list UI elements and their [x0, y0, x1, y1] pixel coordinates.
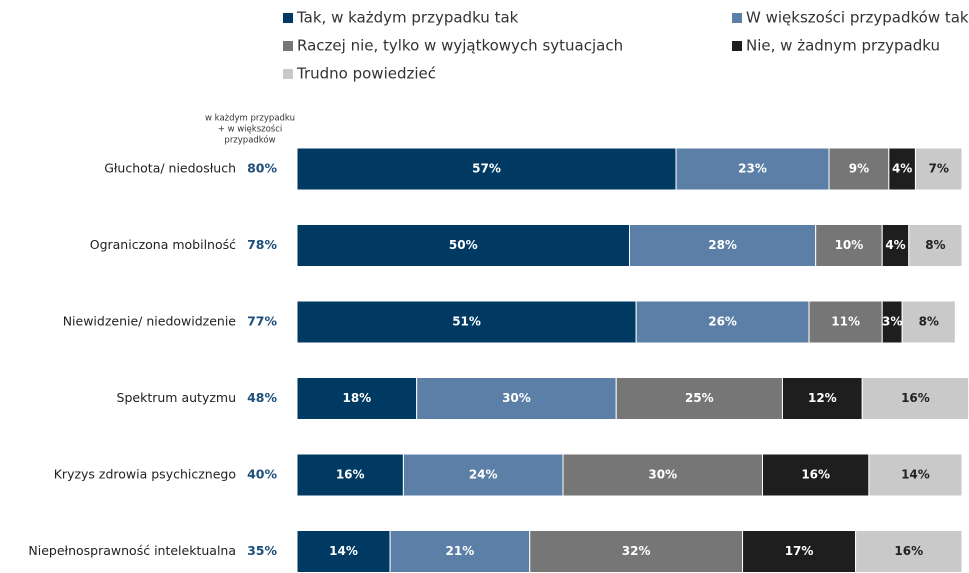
value-label: 4%	[885, 238, 905, 252]
legend-swatch	[283, 13, 293, 23]
value-label: 10%	[835, 238, 864, 252]
value-label: 24%	[469, 468, 498, 482]
legend-label: W większości przypadków tak	[746, 9, 969, 27]
bar-segment	[808, 300, 883, 344]
totals-header: przypadków	[224, 135, 275, 146]
bar-segment	[861, 377, 969, 420]
value-label: 11%	[831, 315, 860, 329]
value-label: 18%	[342, 391, 371, 405]
bar-segment	[781, 377, 863, 420]
value-label: 8%	[925, 238, 945, 252]
category-label: Spektrum autyzmu	[117, 390, 236, 405]
value-label: 16%	[901, 391, 930, 405]
value-label: 16%	[801, 468, 830, 482]
bar-segment	[402, 453, 564, 497]
value-label: 28%	[708, 238, 737, 252]
bar-segment	[881, 224, 910, 267]
bar-segment	[296, 530, 391, 573]
bar-segment	[629, 224, 817, 267]
legend-swatch	[283, 69, 293, 79]
value-label: 23%	[738, 162, 767, 176]
value-label: 8%	[919, 315, 939, 329]
value-label: 12%	[808, 391, 837, 405]
category-label: Niepełnosprawność intelektualna	[28, 543, 236, 558]
legend-swatch	[283, 41, 293, 51]
bar-segment	[416, 377, 617, 420]
total-label: 48%	[247, 390, 277, 405]
legend-label: Tak, w każdym przypadku tak	[296, 9, 519, 27]
value-label: 50%	[449, 238, 478, 252]
bar-segment	[914, 147, 963, 191]
value-label: 14%	[901, 468, 930, 482]
bar-segment	[762, 453, 870, 497]
legend-label: Raczej nie, tylko w wyjątkowych sytuacja…	[297, 37, 623, 55]
bar-segment	[828, 147, 890, 191]
value-label: 30%	[502, 391, 531, 405]
bar-segment	[635, 300, 810, 344]
value-label: 16%	[894, 544, 923, 558]
value-label: 16%	[336, 468, 365, 482]
value-label: 17%	[785, 544, 814, 558]
legend-label: Trudno powiedzieć	[296, 65, 436, 83]
legend-label: Nie, w żadnym przypadku	[746, 37, 940, 55]
value-label: 14%	[329, 544, 358, 558]
value-label: 3%	[882, 315, 902, 329]
value-label: 21%	[446, 544, 475, 558]
value-label: 32%	[622, 544, 651, 558]
bar-segment	[296, 453, 404, 497]
total-label: 80%	[247, 161, 277, 176]
category-label: Niewidzenie/ niedowidzenie	[63, 314, 237, 329]
total-label: 35%	[247, 543, 277, 558]
totals-header: w każdym przypadku	[205, 114, 295, 124]
bar-segment	[868, 453, 963, 497]
value-label: 30%	[648, 468, 677, 482]
bar-segment	[562, 453, 763, 497]
value-label: 57%	[472, 162, 501, 176]
bar-segment	[389, 530, 531, 573]
bar-segment	[296, 147, 677, 191]
value-label: 25%	[685, 391, 714, 405]
bar-segment	[855, 530, 963, 573]
totals-header: + w większości	[218, 124, 283, 135]
category-label: Ograniczona mobilność	[90, 237, 236, 252]
category-label: Kryzys zdrowia psychicznego	[54, 467, 236, 482]
total-label: 78%	[247, 237, 277, 252]
bar-segment	[675, 147, 830, 191]
value-label: 51%	[452, 315, 481, 329]
value-label: 9%	[849, 162, 869, 176]
value-label: 4%	[892, 162, 912, 176]
legend-swatch	[732, 41, 742, 51]
bar-segment	[296, 224, 630, 267]
total-label: 40%	[247, 467, 277, 482]
bar-segment	[296, 377, 418, 420]
total-label: 77%	[247, 314, 277, 329]
bar-segment	[615, 377, 783, 420]
value-label: 26%	[708, 315, 737, 329]
value-label: 7%	[929, 162, 949, 176]
bar-segment	[908, 224, 963, 267]
bar-segment	[815, 224, 883, 267]
legend-swatch	[732, 13, 742, 23]
bar-segment	[901, 300, 956, 344]
category-label: Głuchota/ niedosłuch	[104, 161, 236, 176]
